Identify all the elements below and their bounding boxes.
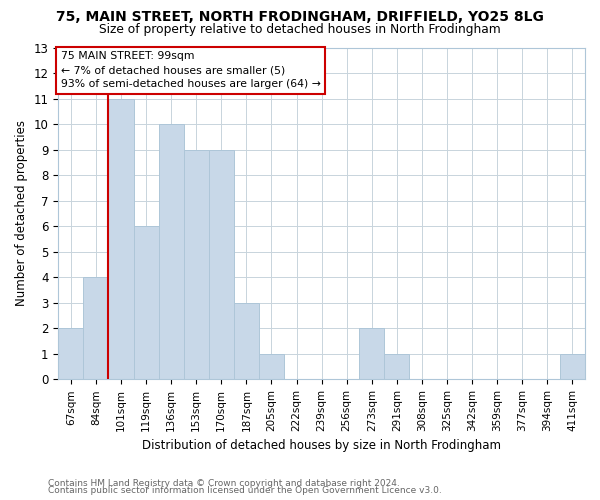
Bar <box>209 150 234 380</box>
Bar <box>259 354 284 380</box>
Bar <box>134 226 158 380</box>
Text: Size of property relative to detached houses in North Frodingham: Size of property relative to detached ho… <box>99 22 501 36</box>
Bar <box>385 354 409 380</box>
Bar <box>359 328 385 380</box>
Bar <box>234 302 259 380</box>
Text: 75 MAIN STREET: 99sqm
← 7% of detached houses are smaller (5)
93% of semi-detach: 75 MAIN STREET: 99sqm ← 7% of detached h… <box>61 52 320 90</box>
Text: Contains HM Land Registry data © Crown copyright and database right 2024.: Contains HM Land Registry data © Crown c… <box>48 478 400 488</box>
X-axis label: Distribution of detached houses by size in North Frodingham: Distribution of detached houses by size … <box>142 440 501 452</box>
Bar <box>158 124 184 380</box>
Bar <box>83 277 109 380</box>
Y-axis label: Number of detached properties: Number of detached properties <box>15 120 28 306</box>
Bar <box>184 150 209 380</box>
Text: 75, MAIN STREET, NORTH FRODINGHAM, DRIFFIELD, YO25 8LG: 75, MAIN STREET, NORTH FRODINGHAM, DRIFF… <box>56 10 544 24</box>
Text: Contains public sector information licensed under the Open Government Licence v3: Contains public sector information licen… <box>48 486 442 495</box>
Bar <box>58 328 83 380</box>
Bar <box>560 354 585 380</box>
Bar <box>109 98 134 380</box>
